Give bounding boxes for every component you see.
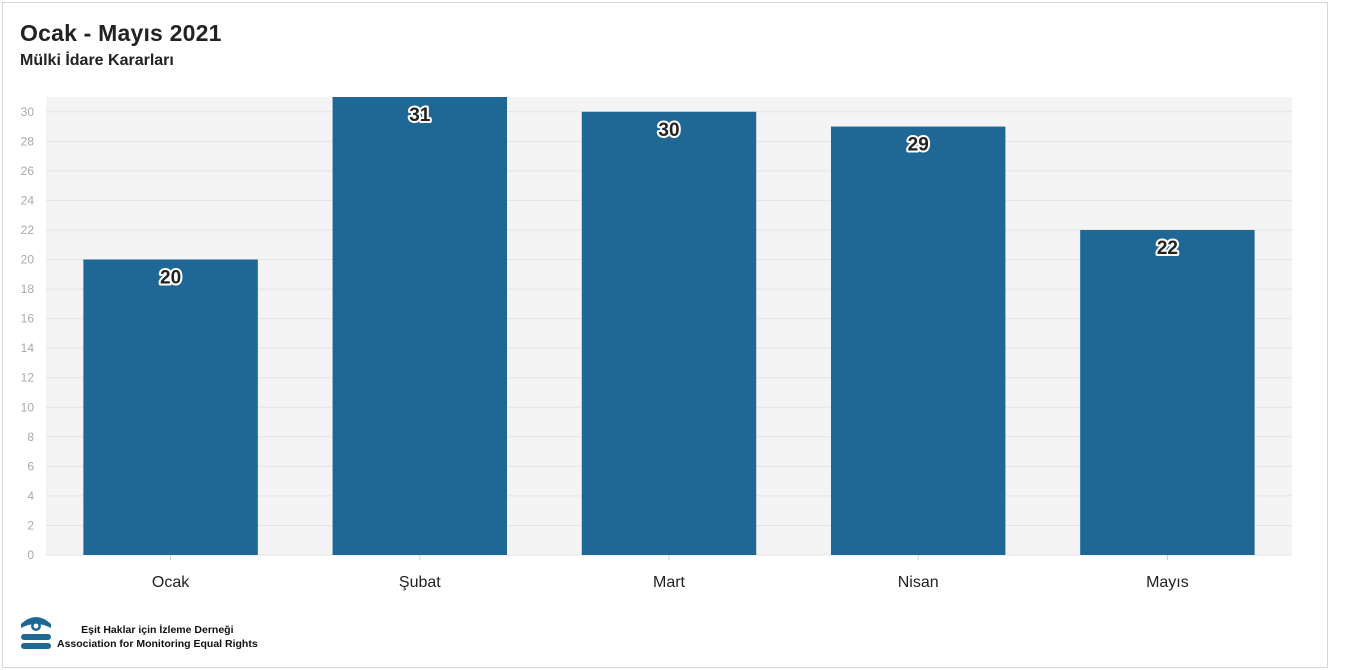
data-label: 22 [1157,238,1178,259]
organization-name: Eşit Haklar için İzleme Derneği Associat… [57,623,258,651]
y-tick-label: 24 [21,193,35,207]
data-label: 30 [658,120,679,141]
y-tick-label: 10 [21,400,35,414]
data-label: 31 [409,105,431,126]
organization-name-tr: Eşit Haklar için İzleme Derneği [81,624,234,636]
y-tick-label: 26 [21,164,35,178]
bar-0 [83,259,258,555]
y-tick-label: 14 [21,341,35,355]
chart-subtitle: Mülki İdare Kararları [20,52,174,69]
x-axis: Ocak Şubat Mart Nisan Mayıs [152,555,1189,591]
y-tick-label: 12 [21,371,35,385]
bar-2 [581,111,757,555]
x-tick-label: Şubat [399,574,441,591]
bar-4 [1080,229,1255,555]
x-tick-label: Mayıs [1146,574,1189,591]
organization-name-en: Association for Monitoring Equal Rights [57,638,258,650]
y-tick-label: 4 [27,489,34,503]
y-tick-label: 2 [27,518,34,532]
x-tick-label: Nisan [898,574,939,591]
y-tick-label: 8 [27,430,34,444]
y-tick-label: 0 [27,548,34,562]
y-tick-label: 30 [21,105,35,119]
chart-title: Ocak - Mayıs 2021 [20,20,222,46]
x-tick-label: Ocak [152,574,190,591]
data-label: 20 [160,268,181,289]
esid-logo-icon [18,612,54,663]
data-label: 29 [908,135,929,156]
y-tick-label: 18 [21,282,35,296]
data-labels: 20 31 30 29 22 [158,103,1180,291]
bars [83,97,1255,555]
bar-3 [830,126,1006,555]
y-tick-label: 22 [21,223,35,237]
bar-1 [332,97,508,555]
x-tick-label: Mart [653,574,686,591]
y-tick-label: 6 [27,459,34,473]
y-tick-label: 16 [21,312,35,326]
y-tick-label: 20 [21,253,35,267]
y-tick-label: 28 [21,134,35,148]
